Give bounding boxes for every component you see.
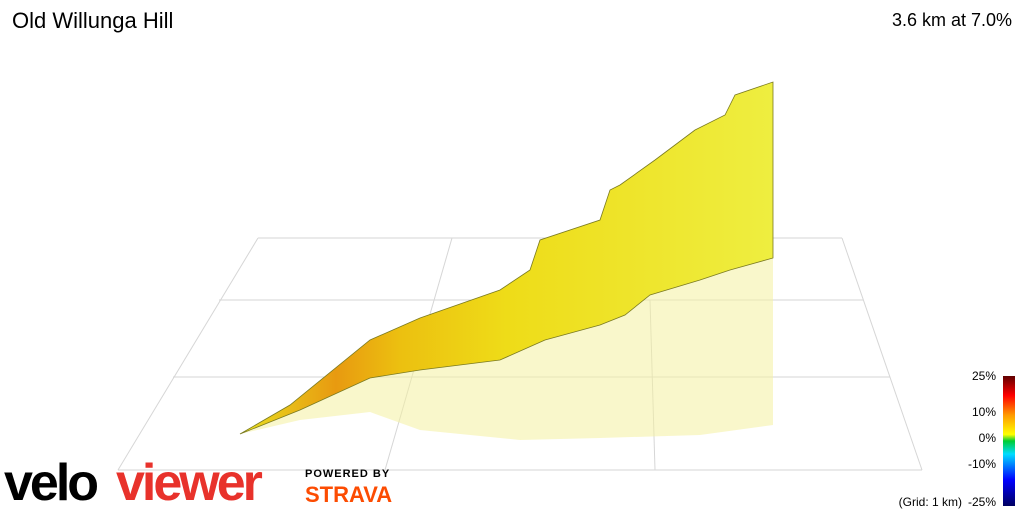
title: Old Willunga Hill [12, 8, 173, 33]
logo-velo: velo [4, 454, 97, 512]
scale-label: 0% [979, 431, 997, 445]
scale-label: -25% [968, 495, 996, 509]
scale-label: -10% [968, 457, 996, 471]
strava-logo: STRAVA [305, 482, 392, 507]
logo-viewer: viewer [116, 454, 263, 512]
profile-ribbon [239, 81, 774, 435]
powered-by: POWERED BY [305, 468, 390, 480]
summary: 3.6 km at 7.0% [892, 10, 1012, 30]
gradient-scale [1003, 376, 1015, 506]
scale-label: 25% [972, 369, 996, 383]
scale-label: 10% [972, 405, 996, 419]
grid-note: (Grid: 1 km) [899, 495, 962, 509]
